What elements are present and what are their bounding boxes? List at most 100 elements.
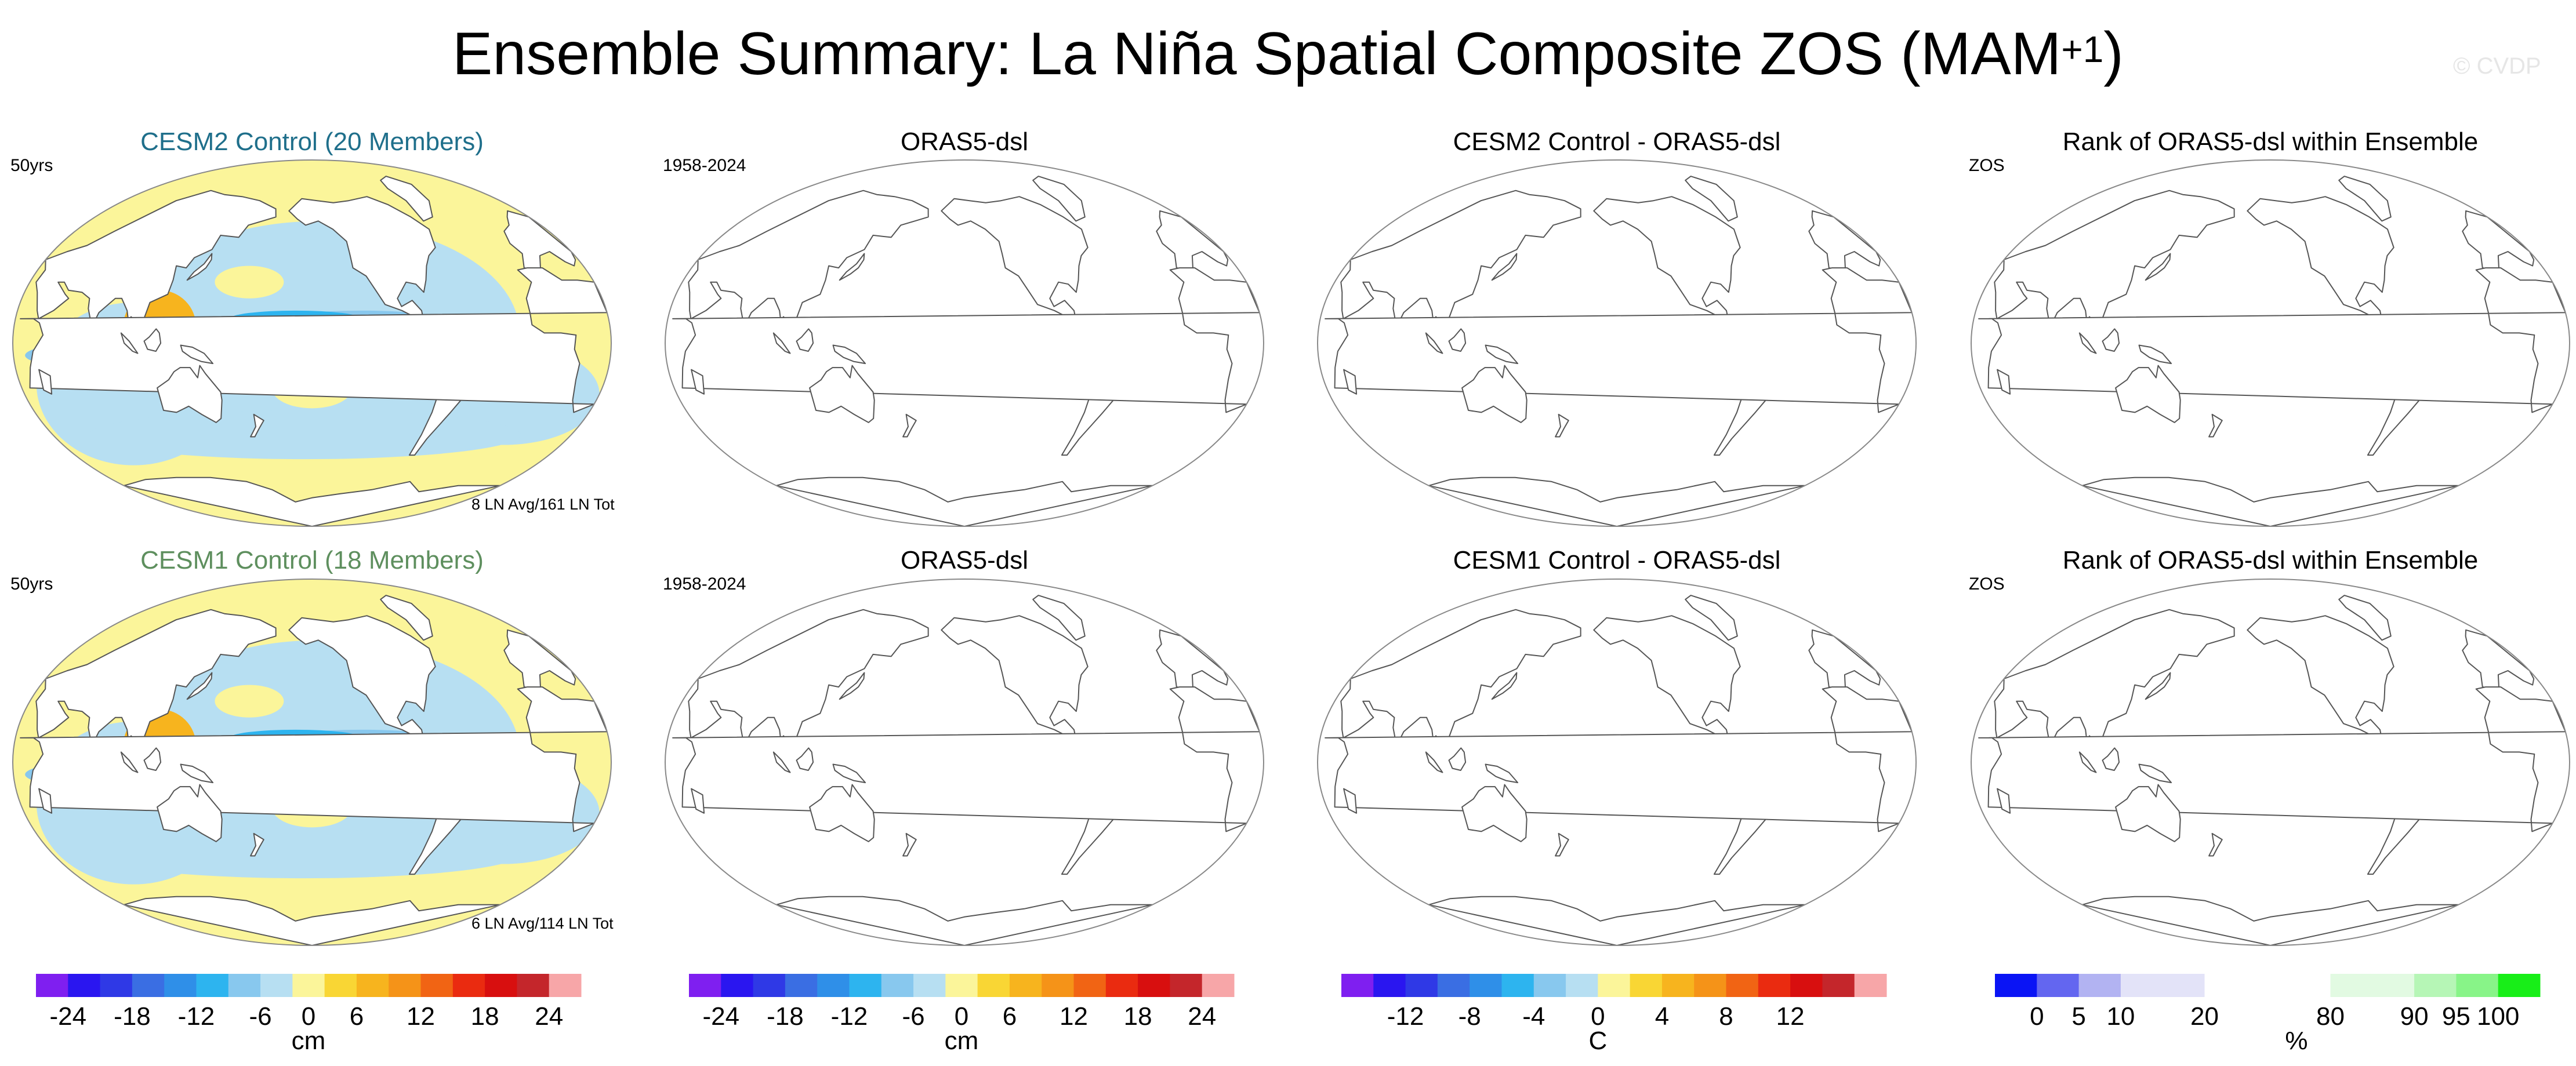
colorbar-tick-label: 18 [471,1002,499,1031]
colorbar-swatch [2372,974,2415,997]
coastline-borneo [796,328,814,352]
colorbar-swatch [420,974,453,997]
colorbar-swatch [2246,974,2289,997]
map-border [665,159,1264,527]
coastline-australia [157,365,223,423]
map-border [1317,579,1917,946]
colorbar-tick-label: -12 [1387,1002,1424,1031]
colorbar-swatch [1694,974,1727,997]
coastline-borneo [1448,747,1467,771]
coastline-japan [1491,672,1518,700]
coastline-new-guinea [832,344,866,365]
colorbar-swatch [485,974,517,997]
colorbar-unit-label: cm [292,1027,326,1055]
colorbar-swatch [689,974,721,997]
map-border [12,159,612,527]
colorbar-tick-label: 20 [2190,1002,2219,1031]
colorbar-swatch [1758,974,1791,997]
coastline-new-guinea [1485,763,1519,784]
colorbar-swatch [517,974,550,997]
coastline-sumatra [2078,751,2097,773]
coastline-antarctica [775,896,1153,945]
colorbar-swatch [817,974,850,997]
coastline-europe-east [1808,629,1881,690]
colorbar-swatch [2456,974,2499,997]
coastline-madagascar [1997,369,2011,395]
period-label: 1958-2024 [663,156,746,175]
coastline-africa [1325,267,1913,413]
coastline-sumatra [1425,751,1443,773]
colorbar-unit-label: % [2285,1027,2307,1055]
colorbar-tick-label: 12 [1060,1002,1088,1031]
map-panel [1317,159,1917,527]
coastline-new-zealand [250,832,264,857]
colorbar-swatch [260,974,293,997]
map-panel [665,159,1264,527]
colorbar-unit-label: cm [945,1027,979,1055]
colorbar-tick-label: 18 [1124,1002,1152,1031]
map-panel [12,579,612,946]
colorbar-swatch [1138,974,1170,997]
colorbar-swatch [1405,974,1438,997]
coastline-north-america [941,196,1089,326]
coastline-europe-east [503,210,576,271]
coastline-australia [157,784,223,842]
coastline-borneo [796,747,814,771]
colorbar-tick-label: 12 [1776,1002,1805,1031]
event-count-label: 8 LN Avg/161 LN Tot [471,496,615,513]
watermark: © CVDP [2453,53,2541,79]
map-content [1325,176,1913,526]
coastline-japan [186,672,213,700]
coastline-antarctica [2081,896,2459,945]
colorbar-tick-label: 90 [2400,1002,2429,1031]
coastline-new-zealand [902,832,917,857]
coastline-africa [20,686,608,832]
coastline-greenland [380,176,433,222]
colorbar-tick-label: -18 [767,1002,804,1031]
anomaly-contour [89,410,521,460]
coastline-europe-east [1156,629,1229,690]
colorbar-swatch [100,974,133,997]
colorbar-tick-label: 24 [1188,1002,1216,1031]
coastline-japan [2145,253,2171,281]
coastline-madagascar [1343,788,1358,814]
colorbar-swatch [1170,974,1203,997]
coastline-greenland [1685,176,1738,222]
anomaly-contour [215,265,284,299]
colorbar: -12 -8 -4 0 4 8 12 C [1341,974,1887,1055]
colorbar-swatch [1042,974,1075,997]
panel-title: CESM1 Control (18 Members) [140,546,484,574]
coastline-borneo [1448,328,1467,352]
period-label: 50yrs [10,156,53,175]
colorbar-tick-label: 4 [1655,1002,1669,1031]
colorbar-swatch [2498,974,2541,997]
coastline-australia [2115,784,2181,842]
colorbar-swatch [1009,974,1042,997]
coastline-madagascar [691,369,705,395]
colorbar-tick-label: 10 [2106,1002,2135,1031]
colorbar-swatch [1202,974,1235,997]
coastline-australia [2115,365,2181,423]
coastline-greenland [2338,595,2392,641]
colorbar-swatch [2120,974,2163,997]
colorbar-swatch [389,974,422,997]
coastline-africa [672,686,1260,832]
colorbar-tick-label: 0 [1591,1002,1605,1031]
panel-title: ORAS5-dsl [900,546,1029,574]
map-border [1971,159,2570,527]
colorbar-tick-label: 0 [302,1002,315,1031]
coastline-sumatra [772,332,791,354]
colorbar-tick-label: 80 [2316,1002,2345,1031]
map-panel [1317,579,1917,946]
map-content [1978,595,2566,945]
coastline-japan [186,253,213,281]
figure-title: Ensemble Summary: La Niña Spatial Compos… [0,16,2576,92]
colorbar-swatch [2204,974,2247,997]
colorbar-swatch [1501,974,1534,997]
coastline-new-zealand [2208,832,2223,857]
colorbar-swatch [1854,974,1887,997]
coastline-sumatra [772,751,791,773]
colorbar: -24 -18 -12 -6 0 6 12 18 24 cm [689,974,1235,1055]
coastline-sumatra [1425,332,1443,354]
colorbar-swatch [721,974,754,997]
